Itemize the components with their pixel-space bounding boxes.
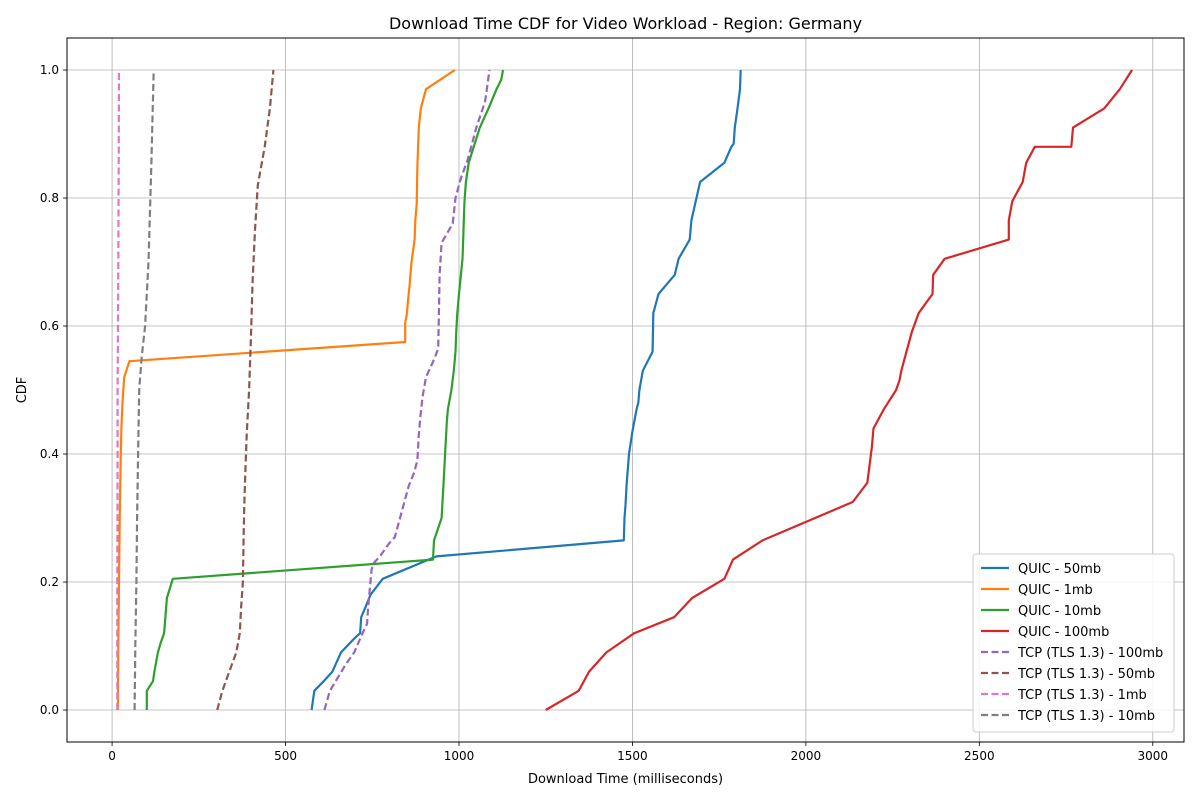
x-tick-label: 1000 [444, 749, 475, 763]
series-line-4 [545, 69, 1133, 711]
x-tick-label: 2000 [791, 749, 822, 763]
series-line-1 [310, 69, 742, 711]
axis-ticks: 0 500 1000 1500 2000 2500 3000 0.0 0.2 0.4 0.6 0.8 1… [40, 63, 1168, 763]
x-tick-label: 0 [108, 749, 116, 763]
series-line-8 [133, 69, 155, 711]
y-tick-label: 0.6 [40, 319, 59, 333]
plot-series [116, 69, 1133, 711]
legend: QUIC - 50mb QUIC - 1mb QUIC - 10mb QUIC - 1… [972, 553, 1175, 733]
series-line-5 [323, 69, 491, 711]
legend-label: QUIC - 1mb [1018, 583, 1093, 598]
y-tick-label: 0.8 [40, 191, 59, 205]
legend-box [972, 553, 1175, 733]
series-line-2 [116, 69, 456, 710]
y-tick-label: 0.4 [40, 447, 59, 461]
legend-label: QUIC - 10mb [1018, 604, 1101, 619]
legend-label: QUIC - 50mb [1018, 562, 1101, 577]
x-tick-label: 3000 [1138, 749, 1169, 763]
legend-label: TCP (TLS 1.3) - 100mb [1017, 646, 1163, 661]
x-axis-label: Download Time (milliseconds) [528, 772, 723, 787]
series-line-3 [145, 69, 505, 710]
y-tick-label: 0.2 [40, 575, 59, 589]
chart-title: Download Time CDF for Video Workload - R… [389, 14, 862, 33]
legend-label: TCP (TLS 1.3) - 1mb [1017, 688, 1147, 703]
x-tick-label: 1500 [617, 749, 648, 763]
legend-label: TCP (TLS 1.3) - 10mb [1017, 709, 1155, 724]
grid-lines [67, 38, 1184, 742]
legend-label: QUIC - 100mb [1018, 625, 1109, 640]
y-tick-label: 1.0 [40, 63, 59, 77]
series-line-7 [116, 69, 121, 710]
axes-frame [66, 37, 1185, 743]
legend-label: TCP (TLS 1.3) - 50mb [1017, 667, 1155, 682]
x-tick-label: 500 [274, 749, 297, 763]
y-tick-label: 0.0 [40, 703, 59, 717]
y-axis-label: CDF [15, 377, 30, 404]
x-tick-label: 2500 [964, 749, 995, 763]
series-line-6 [216, 69, 275, 711]
